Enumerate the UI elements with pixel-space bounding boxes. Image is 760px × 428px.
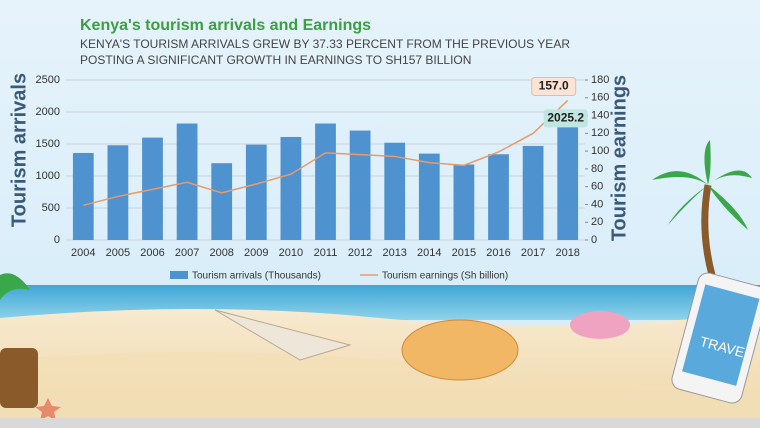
x-tick-label: 2011 [314, 247, 338, 259]
bar [488, 154, 509, 240]
y2-tick-label: 60 [591, 181, 603, 193]
palm-trunk [701, 184, 716, 276]
bar [72, 152, 94, 240]
y2-tick-label: 120 [591, 127, 609, 139]
sand-dune [0, 352, 760, 428]
plot: 0 500 1000 1500 2000 2500 0 20 40 60 80 100 120 140 16… [36, 74, 610, 282]
chart-title: Kenya's tourism arrivals and Earnings [80, 17, 371, 34]
x-tick-label: 2008 [209, 247, 233, 259]
x-tick-label: 2010 [279, 247, 303, 259]
bar [522, 145, 544, 240]
starfish [35, 398, 61, 421]
bar [418, 153, 440, 240]
y-tick-label: 2000 [36, 106, 60, 118]
legend-label: Tourism arrivals (Thousands) [192, 271, 321, 282]
y-axis-title: Tourism arrivals [8, 73, 30, 227]
y2-tick-label: 80 [591, 163, 603, 175]
bar [107, 145, 129, 240]
palm-leaves [652, 140, 752, 230]
y-tick-label: 1500 [36, 138, 60, 150]
palm-leaf [0, 273, 30, 300]
conch-shell [214, 309, 352, 361]
x-tick-label: 2018 [555, 247, 579, 259]
y2-tick-label: 0 [591, 234, 597, 246]
y-tick-label: 2500 [36, 74, 60, 86]
x-tick-label: 2007 [175, 247, 199, 259]
footer-strip [0, 418, 760, 428]
bar [280, 136, 302, 240]
value-label: 2025.2 [547, 111, 584, 125]
y2-tick-label: 40 [591, 198, 603, 210]
y-tick-label: 1000 [36, 170, 60, 182]
chart-subtitle: KENYA'S TOURISM ARRIVALS GREW BY 37.33 P… [80, 37, 570, 67]
x-tick-label: 2009 [244, 247, 268, 259]
shell [401, 319, 519, 381]
bar [453, 164, 475, 240]
y-tick-label: 0 [54, 234, 60, 246]
y2-tick-label: 160 [591, 92, 609, 104]
y2-tick-label: 20 [591, 216, 603, 228]
bar [211, 163, 233, 240]
legend-swatch [170, 271, 188, 279]
pink-shell [570, 311, 630, 339]
bar [349, 130, 371, 240]
value-label: 157.0 [539, 79, 569, 93]
x-tick-label: 2016 [486, 247, 510, 259]
x-tick-label: 2017 [521, 247, 545, 259]
y2-tick-label: 180 [591, 74, 609, 86]
x-tick-label: 2005 [106, 247, 130, 259]
y2-axis-title: Tourism earnings [608, 75, 630, 241]
bar [315, 123, 336, 240]
x-tick-label: 2014 [417, 247, 441, 259]
subtitle-box: KENYA'S TOURISM ARRIVALS GREW BY 37.33 P… [80, 37, 570, 67]
line [83, 99, 569, 207]
y-tick-label: 500 [42, 202, 60, 214]
x-tick-label: 2015 [452, 247, 476, 259]
x-tick-label: 2004 [71, 247, 95, 259]
suitcase [0, 348, 38, 408]
x-tick-label: 2013 [382, 247, 406, 259]
x-tick-label: 2012 [348, 247, 372, 259]
bar [384, 142, 406, 240]
bar [245, 144, 267, 240]
legend-label: Tourism earnings (Sh billion) [382, 271, 508, 282]
value-label-box [531, 76, 577, 96]
phone-screen [682, 284, 760, 386]
y2-tick-label: 100 [591, 145, 609, 157]
bar [557, 110, 579, 240]
x-tick-label: 2006 [140, 247, 164, 259]
value-label-box [543, 109, 588, 128]
y2-tick-label: 140 [591, 109, 609, 121]
